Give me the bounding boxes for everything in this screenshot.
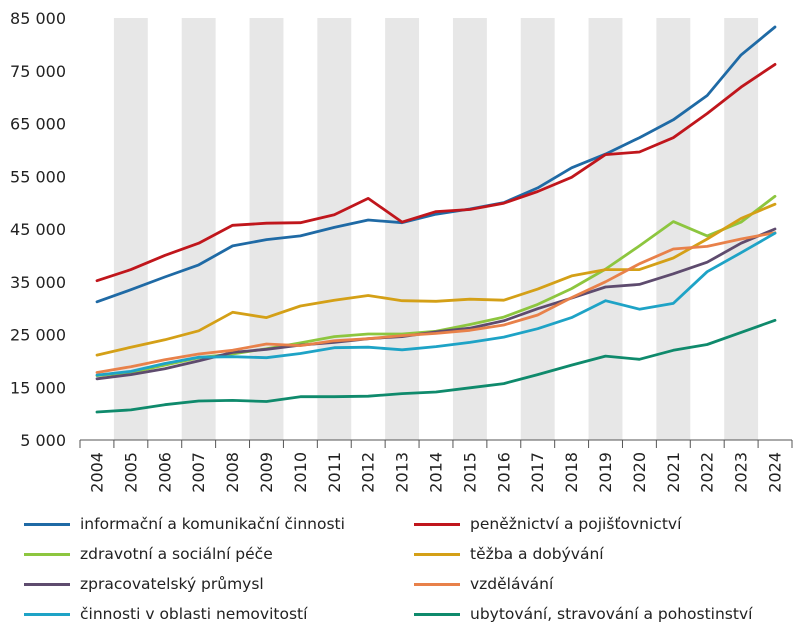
legend-item: peněžnictví a pojišťovnictví bbox=[414, 512, 681, 536]
legend-item: zdravotní a sociální péče bbox=[24, 542, 273, 566]
grid-band bbox=[181, 18, 216, 440]
grid-band bbox=[249, 18, 284, 440]
x-tick-label: 2004 bbox=[87, 452, 106, 493]
x-tick-label: 2008 bbox=[223, 452, 242, 493]
legend-swatch bbox=[24, 522, 70, 526]
x-tick-label: 2011 bbox=[325, 452, 344, 493]
x-tick-label: 2006 bbox=[155, 452, 174, 493]
x-tick-label: 2020 bbox=[630, 452, 649, 493]
x-tick-label: 2021 bbox=[664, 452, 683, 493]
legend-swatch bbox=[414, 522, 460, 526]
x-tick-label: 2018 bbox=[562, 452, 581, 493]
legend-label: zdravotní a sociální péče bbox=[80, 545, 273, 563]
x-tick-label: 2013 bbox=[393, 452, 412, 493]
series-line bbox=[95, 202, 777, 357]
y-tick-label: 65 000 bbox=[10, 115, 66, 134]
x-tick-label: 2016 bbox=[494, 452, 513, 493]
series-line bbox=[95, 63, 777, 283]
y-tick-label: 5 000 bbox=[20, 431, 66, 450]
series-line bbox=[95, 231, 777, 374]
legend-label: vzdělávání bbox=[470, 575, 554, 593]
legend-label: činnosti v oblasti nemovitostí bbox=[80, 605, 308, 623]
legend-swatch bbox=[24, 552, 70, 556]
x-tick-label: 2024 bbox=[766, 452, 785, 493]
x-tick-label: 2007 bbox=[189, 452, 208, 493]
series-line bbox=[95, 318, 777, 414]
grid-band bbox=[385, 18, 420, 440]
legend-swatch bbox=[414, 612, 460, 616]
legend-item: zpracovatelský průmysl bbox=[24, 572, 264, 596]
x-tick-label: 2005 bbox=[121, 452, 140, 493]
legend-label: informační a komunikační činnosti bbox=[80, 515, 345, 533]
x-tick-label: 2019 bbox=[596, 452, 615, 493]
y-tick-label: 35 000 bbox=[10, 273, 66, 292]
legend-swatch bbox=[24, 582, 70, 586]
legend-item: vzdělávání bbox=[414, 572, 553, 596]
y-tick-label: 15 000 bbox=[10, 378, 66, 397]
y-tick-label: 85 000 bbox=[10, 9, 66, 28]
legend-label: peněžnictví a pojišťovnictví bbox=[470, 515, 682, 533]
y-tick-label: 25 000 bbox=[10, 326, 66, 345]
grid-band bbox=[520, 18, 555, 440]
x-tick-label: 2009 bbox=[257, 452, 276, 493]
y-tick-label: 55 000 bbox=[10, 167, 66, 186]
legend-item: ubytování, stravování a pohostinství bbox=[414, 602, 752, 626]
x-tick-label: 2015 bbox=[460, 452, 479, 493]
grid-band bbox=[452, 18, 487, 440]
legend-swatch bbox=[24, 612, 70, 616]
series-line bbox=[95, 25, 777, 304]
x-tick-label: 2012 bbox=[359, 452, 378, 493]
x-tick-label: 2023 bbox=[732, 452, 751, 493]
x-tick-label: 2017 bbox=[528, 452, 547, 493]
x-tick-label: 2014 bbox=[427, 452, 446, 493]
legend-swatch bbox=[414, 552, 460, 556]
line-chart: 5 000 15 000 25 000 35 000 45 000 55 000 65 00… bbox=[10, 9, 793, 493]
series-line bbox=[95, 231, 777, 377]
legend-item: těžba a dobývání bbox=[414, 542, 604, 566]
legend-item: informační a komunikační činnosti bbox=[24, 512, 345, 536]
y-tick-label: 45 000 bbox=[10, 220, 66, 239]
legend-label: ubytování, stravování a pohostinství bbox=[470, 605, 753, 623]
legend-swatch bbox=[414, 582, 460, 586]
legend-item: činnosti v oblasti nemovitostí bbox=[24, 602, 307, 626]
legend-label: zpracovatelský průmysl bbox=[80, 575, 264, 593]
grid-band bbox=[588, 18, 623, 440]
x-tick-label: 2022 bbox=[698, 452, 717, 493]
x-tick-label: 2010 bbox=[291, 452, 310, 493]
y-tick-label: 75 000 bbox=[10, 62, 66, 81]
grid-band bbox=[724, 18, 759, 440]
legend-label: těžba a dobývání bbox=[470, 545, 604, 563]
